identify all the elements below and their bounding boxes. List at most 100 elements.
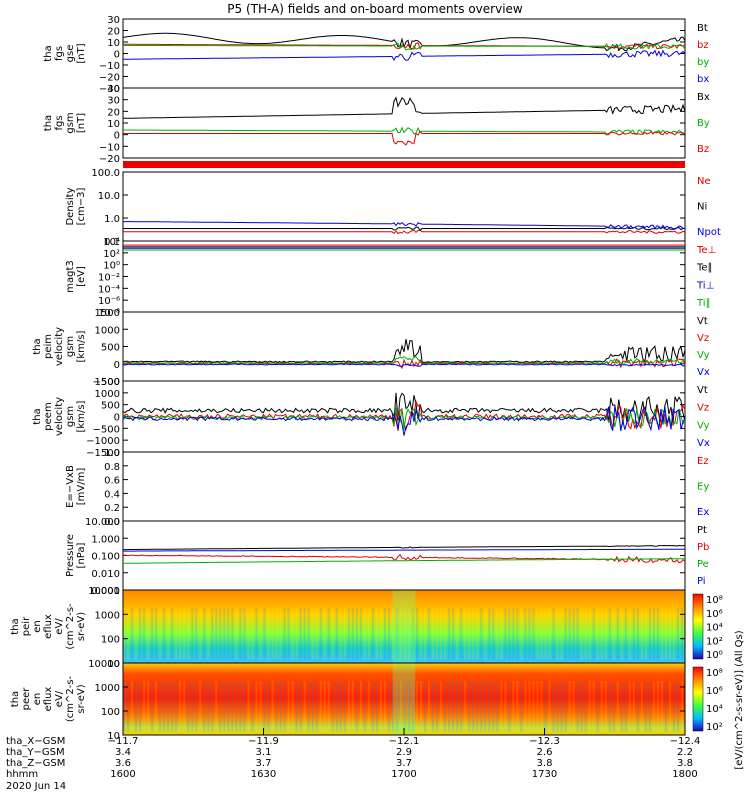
- spectrogram-stripe: [123, 608, 125, 660]
- spectrogram-stripe: [399, 608, 402, 660]
- legend-Te∥: Te∥: [696, 263, 713, 274]
- spectrogram-stripe: [488, 681, 491, 732]
- spectrogram-stripe: [175, 681, 178, 732]
- ytick-label: −20: [99, 154, 120, 165]
- legend-Bt: Bt: [697, 23, 708, 34]
- spectrogram-stripe: [548, 608, 551, 660]
- spectrogram-stripe: [303, 608, 306, 660]
- spectrogram-stripe: [440, 681, 443, 732]
- spectrogram-stripe: [600, 681, 603, 732]
- ytick-label: −20: [99, 73, 120, 84]
- spectrogram-stripe: [351, 608, 354, 660]
- spectrogram-stripe: [347, 681, 350, 732]
- panel-density: Ne Ni Npot 100.0 10.0 1.0 0.1 Density [cm−3]: [65, 168, 721, 248]
- legend-Vy: Vy: [697, 420, 710, 431]
- spectrogram-stripe: [399, 681, 402, 732]
- spectrogram-stripe: [279, 608, 282, 660]
- spectrogram-stripe: [624, 608, 627, 660]
- spectrogram-stripe: [199, 608, 202, 660]
- spectrogram-stripe: [267, 608, 270, 660]
- spectrogram-stripe: [464, 608, 467, 660]
- legend-by: by: [697, 57, 709, 68]
- series-line: [123, 229, 686, 235]
- ytick-label: 20: [107, 107, 120, 118]
- spectrogram-stripe: [544, 608, 547, 660]
- legend-Vt: Vt: [697, 385, 708, 396]
- spectrogram-stripe: [231, 681, 234, 732]
- spectrogram-stripe: [323, 608, 326, 660]
- spectrogram-stripe: [604, 608, 607, 660]
- xaxis-row-label-z: tha_Z−GSM: [6, 758, 65, 769]
- series-line: [122, 42, 686, 51]
- xtick-value: 1700: [391, 769, 416, 780]
- spectrogram-stripe: [492, 681, 495, 732]
- colorbar-tick-label: 10⁶: [706, 609, 723, 620]
- ytick-label: 10⁻²: [98, 273, 120, 284]
- spectrogram-stripe: [307, 681, 310, 732]
- series-line: [122, 407, 686, 431]
- spectrogram-stripe: [648, 608, 651, 660]
- spectrogram-stripe: [271, 681, 274, 732]
- spectrogram-stripe: [560, 681, 563, 732]
- spectrogram-stripe: [444, 608, 447, 660]
- spectrogram-stripe: [227, 681, 230, 732]
- ytick-label: 0: [114, 50, 120, 61]
- xaxis-row-label-y: tha_Y−GSM: [6, 747, 65, 758]
- ytick-label: 10: [107, 659, 120, 670]
- spectrogram-stripe: [339, 608, 342, 660]
- ytick-label: 10²: [103, 249, 120, 260]
- spectrogram-stripe: [303, 681, 306, 732]
- xtick-value: 3.4: [115, 747, 131, 758]
- panel-frame: [122, 18, 686, 89]
- colorbar-tick-label: 10⁸: [706, 595, 723, 606]
- spectrogram-stripe: [291, 608, 294, 660]
- ylabel-line: [nT]: [76, 43, 87, 63]
- legend-Pe: Pe: [697, 559, 709, 570]
- spectrogram-stripe: [203, 608, 206, 660]
- spectrogram-stripe: [588, 608, 591, 660]
- ytick-label: 0.100: [91, 552, 120, 563]
- colorbar: [692, 666, 704, 732]
- spectrogram-stripe: [436, 608, 439, 660]
- series-line: [123, 126, 686, 136]
- spectrogram-stripe: [424, 681, 427, 732]
- spectrogram-stripe: [123, 681, 125, 732]
- colorbar-tick-label: 10⁴: [706, 704, 723, 715]
- legend-Pt: Pt: [697, 525, 707, 536]
- ytick-label: 30: [107, 96, 120, 107]
- ylabel-line: velocity: [54, 397, 65, 436]
- spectrogram-stripe: [456, 608, 459, 660]
- spectrogram-stripe: [404, 608, 406, 660]
- ylabel-line: sr-eV): [76, 684, 87, 713]
- spectrogram-stripe: [331, 681, 334, 732]
- spectrogram-stripe: [183, 681, 186, 732]
- spectrogram-stripe: [496, 608, 499, 660]
- spectrogram-stripe: [395, 608, 398, 660]
- ytick-label: 0.2: [104, 503, 120, 514]
- colorbar-tick-label: 10⁶: [706, 686, 723, 697]
- spectrogram-stripe: [636, 608, 639, 660]
- spectrogram-stripe: [520, 608, 523, 660]
- spectrogram-stripe: [151, 608, 154, 660]
- ytick-label: 10: [107, 731, 120, 742]
- ylabel-line: Density: [65, 187, 76, 225]
- spectrogram-stripe: [416, 608, 419, 660]
- legend-Ne: Ne: [697, 176, 711, 187]
- spectrogram-stripe: [640, 681, 643, 732]
- spectrogram-stripe: [231, 608, 234, 660]
- ytick-label: 1.0: [104, 448, 120, 459]
- spectrogram-stripe: [223, 681, 226, 732]
- spectrogram-stripe: [468, 608, 471, 660]
- xaxis-date: 2020 Jun 14: [6, 781, 66, 792]
- spectrogram-stripe: [476, 681, 479, 732]
- spectrogram-stripe: [387, 608, 390, 660]
- spectrogram-stripe: [516, 681, 519, 732]
- spectrogram-stripe: [179, 608, 182, 660]
- ytick-label: 0: [114, 413, 120, 424]
- spectrogram-stripe: [287, 681, 290, 732]
- ylabel-line: E=−VxB: [65, 465, 76, 508]
- spectrogram-stripe: [251, 681, 254, 732]
- spectrogram-stripe: [239, 681, 242, 732]
- spectrogram-stripe: [259, 608, 262, 660]
